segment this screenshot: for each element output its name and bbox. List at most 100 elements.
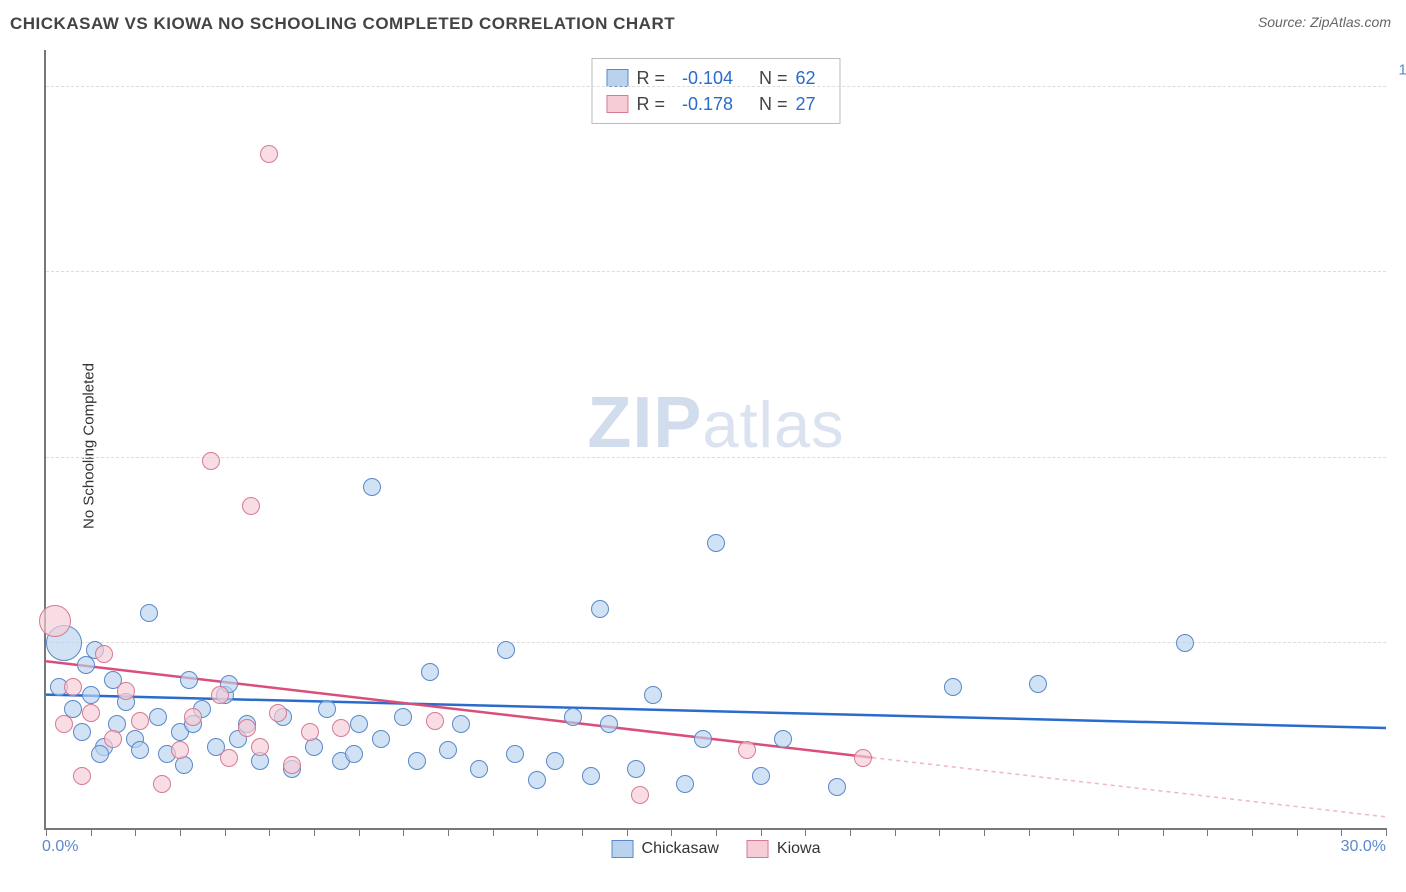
- data-point: [251, 738, 269, 756]
- data-point: [1029, 675, 1047, 693]
- y-tick-label: 10.0%: [1398, 62, 1406, 79]
- data-point: [82, 686, 100, 704]
- data-point: [546, 752, 564, 770]
- data-point: [631, 786, 649, 804]
- data-point: [426, 712, 444, 730]
- data-point: [582, 767, 600, 785]
- data-point: [77, 656, 95, 674]
- gridline: [46, 271, 1386, 272]
- data-point: [153, 775, 171, 793]
- chart-title: CHICKASAW VS KIOWA NO SCHOOLING COMPLETE…: [10, 14, 675, 34]
- x-tick: [135, 828, 136, 836]
- data-point: [131, 712, 149, 730]
- data-point: [408, 752, 426, 770]
- data-point: [95, 645, 113, 663]
- data-point: [260, 145, 278, 163]
- data-point: [202, 452, 220, 470]
- data-point: [171, 741, 189, 759]
- data-point: [774, 730, 792, 748]
- x-tick: [895, 828, 896, 836]
- x-tick: [1341, 828, 1342, 836]
- source-attribution: Source: ZipAtlas.com: [1258, 14, 1391, 30]
- data-point: [184, 708, 202, 726]
- stats-row: R =-0.178N =27: [606, 91, 825, 117]
- x-tick: [1118, 828, 1119, 836]
- data-point: [73, 723, 91, 741]
- data-point: [91, 745, 109, 763]
- gridline: [46, 457, 1386, 458]
- x-tick: [537, 828, 538, 836]
- data-point: [73, 767, 91, 785]
- series-legend: Chickasaw Kiowa: [612, 840, 821, 858]
- data-point: [269, 704, 287, 722]
- stats-row: R =-0.104N =62: [606, 65, 825, 91]
- x-tick: [850, 828, 851, 836]
- x-tick: [939, 828, 940, 836]
- data-point: [1176, 634, 1194, 652]
- x-tick: [91, 828, 92, 836]
- data-point: [828, 778, 846, 796]
- legend-swatch: [606, 95, 628, 113]
- trend-line: [872, 758, 1386, 817]
- data-point: [694, 730, 712, 748]
- data-point: [944, 678, 962, 696]
- legend-swatch: [747, 840, 769, 858]
- data-point: [506, 745, 524, 763]
- data-point: [676, 775, 694, 793]
- x-tick-label: 30.0%: [1341, 838, 1386, 856]
- data-point: [600, 715, 618, 733]
- data-point: [707, 534, 725, 552]
- data-point: [854, 749, 872, 767]
- legend-label: Kiowa: [777, 840, 821, 858]
- legend-label: Chickasaw: [642, 840, 719, 858]
- data-point: [332, 719, 350, 737]
- x-tick: [1297, 828, 1298, 836]
- data-point: [470, 760, 488, 778]
- x-tick: [805, 828, 806, 836]
- trend-lines-layer: [46, 50, 1386, 828]
- x-tick: [46, 828, 47, 836]
- data-point: [211, 686, 229, 704]
- data-point: [55, 715, 73, 733]
- data-point: [345, 745, 363, 763]
- data-point: [591, 600, 609, 618]
- x-tick: [225, 828, 226, 836]
- data-point: [64, 678, 82, 696]
- data-point: [220, 749, 238, 767]
- x-tick: [1073, 828, 1074, 836]
- legend-swatch: [612, 840, 634, 858]
- data-point: [117, 682, 135, 700]
- data-point: [497, 641, 515, 659]
- watermark: ZIPatlas: [587, 382, 844, 464]
- x-tick: [403, 828, 404, 836]
- data-point: [644, 686, 662, 704]
- data-point: [350, 715, 368, 733]
- data-point: [421, 663, 439, 681]
- gridline: [46, 86, 1386, 87]
- x-tick: [314, 828, 315, 836]
- data-point: [242, 497, 260, 515]
- data-point: [238, 719, 256, 737]
- data-point: [39, 605, 71, 637]
- data-point: [564, 708, 582, 726]
- data-point: [82, 704, 100, 722]
- x-tick: [269, 828, 270, 836]
- x-tick: [761, 828, 762, 836]
- x-tick: [582, 828, 583, 836]
- data-point: [283, 756, 301, 774]
- x-tick: [627, 828, 628, 836]
- x-tick: [359, 828, 360, 836]
- data-point: [372, 730, 390, 748]
- data-point: [627, 760, 645, 778]
- data-point: [363, 478, 381, 496]
- x-tick: [1252, 828, 1253, 836]
- x-tick: [493, 828, 494, 836]
- correlation-stats-box: R =-0.104N =62R =-0.178N =27: [591, 58, 840, 124]
- legend-item: Kiowa: [747, 840, 821, 858]
- data-point: [452, 715, 470, 733]
- x-tick: [448, 828, 449, 836]
- data-point: [752, 767, 770, 785]
- data-point: [104, 730, 122, 748]
- data-point: [318, 700, 336, 718]
- x-tick: [1163, 828, 1164, 836]
